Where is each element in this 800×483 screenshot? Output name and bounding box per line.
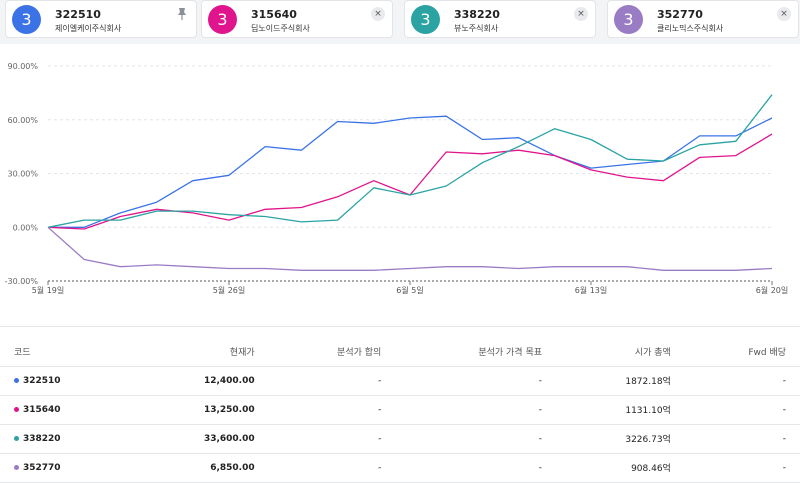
stock-name: 뷰노주식회사 (454, 24, 499, 33)
series-dot (14, 377, 19, 383)
comparison-table: 코드 현재가 분석가 합의 분석가 가격 목표 시가 총액 Fwd 배당 322… (0, 338, 800, 483)
code-cell: 352770 (0, 453, 131, 483)
col-header-fwd-dividend[interactable]: Fwd 배당 (684, 338, 800, 367)
target-cell: - (395, 453, 557, 483)
consensus-cell: - (268, 453, 396, 483)
stock-name: 딥노이드주식회사 (251, 24, 310, 33)
col-header-code[interactable]: 코드 (0, 338, 131, 367)
price-cell: 12,400.00 (130, 366, 269, 396)
row-code: 315640 (23, 404, 61, 415)
stock-name: 클리노믹스주식회사 (657, 24, 724, 33)
target-cell: - (395, 395, 557, 425)
code-cell: 322510 (0, 366, 131, 396)
fwd-cell: - (684, 424, 800, 454)
stock-card-352770[interactable]: 3 352770 클리노믹스주식회사 × (607, 0, 799, 38)
mcap-cell: 1872.18억 (556, 366, 685, 396)
table-row[interactable]: 352770 6,850.00 - - 908.46억 - (0, 453, 800, 483)
stock-code: 322510 (55, 8, 101, 21)
chart-area: -30.00% 0.00% 30.00% 60.00% 90.00% 5월 19일 5월 2… (0, 44, 800, 326)
performance-chart: -30.00% 0.00% 30.00% 60.00% 90.00% 5월 19일 5월 2… (5, 62, 789, 295)
table-row[interactable]: 322510 12,400.00 - - 1872.18억 - (0, 366, 800, 396)
series-line-322510 (48, 115, 773, 228)
close-icon[interactable]: × (574, 7, 588, 21)
stock-card-315640[interactable]: 3 315640 딥노이드주식회사 × (201, 0, 393, 38)
table-row[interactable]: 315640 13,250.00 - - 1131.10억 - (0, 395, 800, 425)
stock-name: 제이엘케이주식회사 (55, 24, 122, 33)
mcap-cell: 1131.10억 (556, 395, 685, 425)
target-cell: - (395, 424, 557, 454)
divider (0, 326, 800, 327)
pin-icon[interactable] (176, 7, 188, 21)
stock-card-322510[interactable]: 3 322510 제이엘케이주식회사 (5, 0, 197, 38)
x-tick-label: 6월 20일 (756, 285, 789, 295)
price-cell: 6,850.00 (130, 453, 269, 483)
series-dot (14, 406, 19, 412)
price-cell: 33,600.00 (130, 424, 269, 454)
x-tick-label: 6월 13일 (575, 285, 608, 295)
stock-card-338220[interactable]: 3 338220 뷰노주식회사 × (404, 0, 596, 38)
col-header-consensus[interactable]: 분석가 합의 (268, 338, 396, 367)
table-row[interactable]: 338220 33,600.00 - - 3226.73억 - (0, 424, 800, 454)
consensus-cell: - (268, 395, 396, 425)
mcap-cell: 908.46억 (556, 453, 685, 483)
row-code: 338220 (23, 433, 61, 444)
target-cell: - (395, 366, 557, 396)
y-tick-label: 60.00% (7, 116, 38, 125)
price-cell: 13,250.00 (130, 395, 269, 425)
comparison-bar: 3 322510 제이엘케이주식회사 3 315640 딥노이드주식회사 × 3… (0, 0, 800, 44)
stock-code: 315640 (251, 8, 297, 21)
series-dot (14, 435, 19, 441)
col-header-mcap[interactable]: 시가 총액 (556, 338, 685, 367)
y-tick-label: 0.00% (13, 223, 39, 232)
fwd-cell: - (684, 453, 800, 483)
row-code: 352770 (23, 462, 61, 473)
stock-badge: 3 (12, 5, 41, 34)
series-line-315640 (47, 133, 773, 230)
stock-badge: 3 (614, 5, 643, 34)
consensus-cell: - (268, 424, 396, 454)
col-header-price[interactable]: 현재가 (130, 338, 269, 367)
consensus-cell: - (268, 366, 396, 396)
close-icon[interactable]: × (371, 7, 385, 21)
code-cell: 338220 (0, 424, 131, 454)
x-tick-label: 6월 5일 (396, 285, 423, 295)
y-tick-label: -30.00% (5, 277, 39, 286)
row-code: 322510 (23, 375, 61, 386)
x-tick-label: 5월 19일 (32, 285, 65, 295)
series-line-352770 (47, 226, 773, 271)
code-cell: 315640 (0, 395, 131, 425)
x-tick-label: 5월 26일 (213, 285, 246, 295)
fwd-cell: - (684, 395, 800, 425)
close-icon[interactable]: × (777, 7, 791, 21)
y-tick-label: 30.00% (7, 170, 38, 179)
stock-code: 338220 (454, 8, 500, 21)
stock-code: 352770 (657, 8, 703, 21)
mcap-cell: 3226.73억 (556, 424, 685, 454)
stock-badge: 3 (411, 5, 440, 34)
table-header-row: 코드 현재가 분석가 합의 분석가 가격 목표 시가 총액 Fwd 배당 (0, 338, 800, 367)
series-line-338220 (47, 94, 773, 228)
fwd-cell: - (684, 366, 800, 396)
series-dot (14, 464, 19, 470)
stock-badge: 3 (208, 5, 237, 34)
col-header-target[interactable]: 분석가 가격 목표 (395, 338, 557, 367)
y-tick-label: 90.00% (7, 62, 38, 71)
